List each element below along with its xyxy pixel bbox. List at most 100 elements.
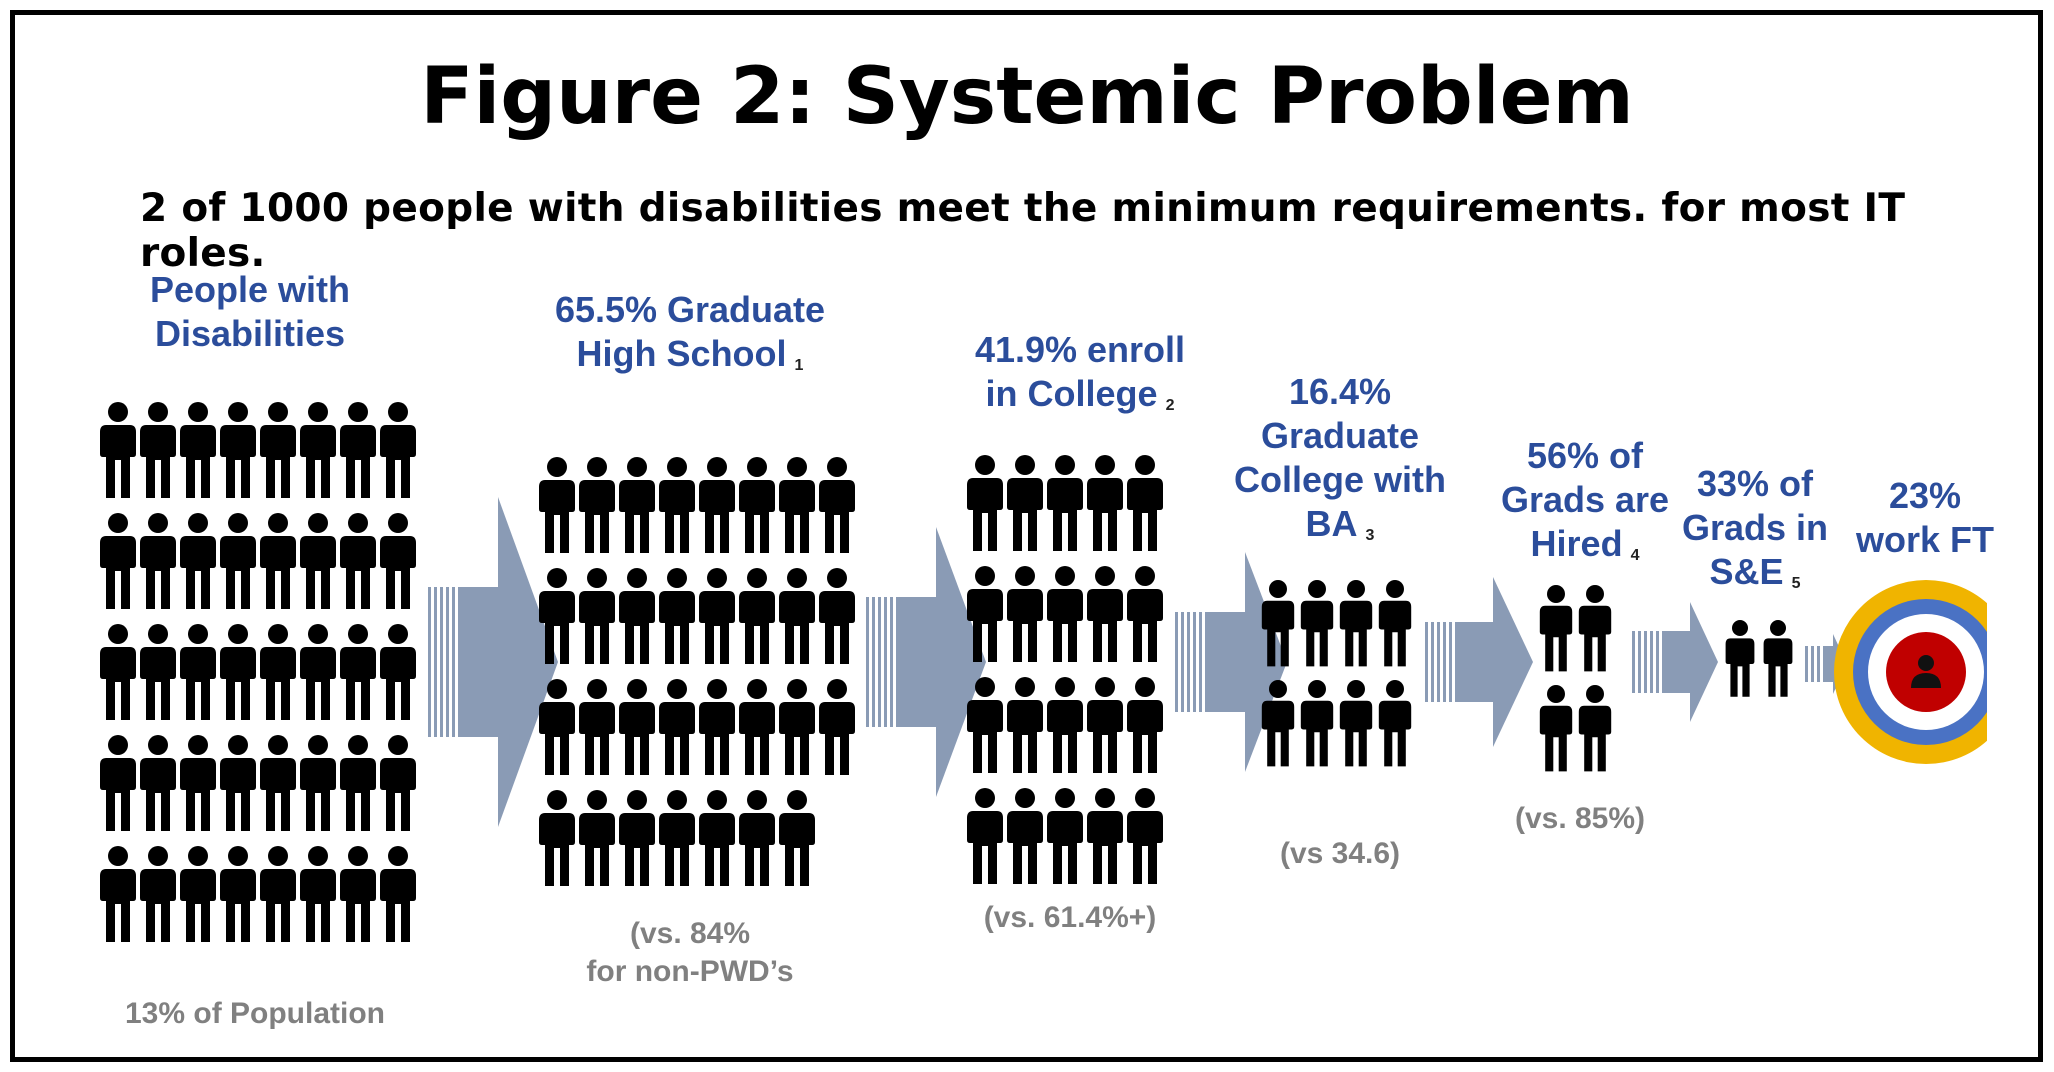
people-layer <box>100 402 1793 942</box>
person-icon <box>779 568 815 664</box>
person-icon <box>140 402 176 498</box>
person-icon <box>340 402 376 498</box>
person-icon <box>1087 455 1123 551</box>
person-icon <box>1087 677 1123 773</box>
person-icon <box>100 735 136 831</box>
figure-title: Figure 2: Systemic Problem <box>420 52 1634 142</box>
stage-label-hired: 56% of Grads are Hired 4 <box>1500 435 1670 564</box>
person-icon <box>659 568 695 664</box>
flow-arrow <box>1425 577 1533 747</box>
person-icon <box>140 735 176 831</box>
person-icon <box>1127 566 1163 662</box>
person-icon <box>619 568 655 664</box>
person-icon <box>779 790 815 886</box>
person-icon <box>819 457 855 553</box>
person-icon <box>1047 677 1083 773</box>
person-icon <box>220 624 256 720</box>
person-icon <box>1007 677 1043 773</box>
person-icon <box>260 735 296 831</box>
person-icon <box>340 624 376 720</box>
person-icon <box>1127 677 1163 773</box>
person-icon <box>260 402 296 498</box>
person-icon <box>140 513 176 609</box>
person-icon <box>1087 566 1123 662</box>
person-icon <box>220 735 256 831</box>
person-icon <box>967 455 1003 551</box>
person-icon <box>779 679 815 775</box>
person-icon <box>539 679 575 775</box>
person-icon <box>1261 680 1295 767</box>
target-crop <box>1987 560 2027 790</box>
person-icon <box>300 513 336 609</box>
person-icon <box>739 568 775 664</box>
person-icon <box>779 457 815 553</box>
person-icon <box>739 457 775 553</box>
person-icon <box>1127 788 1163 884</box>
person-icon <box>220 513 256 609</box>
person-icon <box>967 677 1003 773</box>
person-icon <box>699 679 735 775</box>
person-icon <box>180 624 216 720</box>
person-icon <box>1578 685 1612 772</box>
person-icon <box>1378 680 1412 767</box>
person-icon <box>739 790 775 886</box>
stage-note-hired: (vs. 85%) <box>1514 802 1646 835</box>
person-icon <box>300 846 336 942</box>
person-icon <box>1725 620 1755 697</box>
person-icon <box>300 402 336 498</box>
person-icon <box>1539 685 1573 772</box>
person-icon <box>180 513 216 609</box>
person-icon <box>340 846 376 942</box>
person-icon <box>579 457 615 553</box>
person-icon <box>180 735 216 831</box>
figure-subtitle: 2 of 1000 people with disabilities meet … <box>140 186 1906 276</box>
person-icon <box>1339 580 1373 667</box>
arrows-layer <box>428 497 1847 827</box>
person-icon <box>579 790 615 886</box>
person-icon <box>1047 788 1083 884</box>
person-icon <box>1007 566 1043 662</box>
person-icon <box>1007 455 1043 551</box>
stage-label-work-ft: 23% work FT <box>1855 475 1994 560</box>
flow-arrow <box>866 527 986 797</box>
person-icon <box>260 846 296 942</box>
flow-arrow <box>1175 552 1287 772</box>
person-icon <box>380 513 416 609</box>
person-icon <box>659 790 695 886</box>
person-icon <box>140 624 176 720</box>
stage-note-high-school: (vs. 84% for non-PWD’s <box>586 917 794 988</box>
person-icon <box>967 788 1003 884</box>
person-icon <box>380 846 416 942</box>
person-icon <box>300 735 336 831</box>
person-icon <box>539 457 575 553</box>
person-icon <box>180 402 216 498</box>
person-icon <box>819 568 855 664</box>
stage-label-se: 33% of Grads in S&E 5 <box>1681 463 1829 592</box>
target-icon <box>1834 560 2027 790</box>
person-icon <box>300 624 336 720</box>
person-icon <box>619 790 655 886</box>
person-icon <box>340 513 376 609</box>
stage-label-college: 41.9% enroll in College 2 <box>974 329 1186 414</box>
person-icon <box>1047 455 1083 551</box>
person-icon <box>260 513 296 609</box>
person-icon <box>967 566 1003 662</box>
person-icon <box>1578 585 1612 672</box>
person-icon <box>220 846 256 942</box>
person-icon <box>819 679 855 775</box>
person-icon <box>1007 788 1043 884</box>
person-icon <box>619 679 655 775</box>
person-icon <box>260 624 296 720</box>
person-icon <box>180 846 216 942</box>
person-icon <box>699 457 735 553</box>
person-icon <box>699 568 735 664</box>
person-icon <box>140 846 176 942</box>
person-icon <box>1261 580 1295 667</box>
person-icon <box>1300 580 1334 667</box>
person-icon <box>1378 580 1412 667</box>
person-icon <box>579 679 615 775</box>
person-icon <box>380 402 416 498</box>
person-icon <box>1127 455 1163 551</box>
person-icon <box>1087 788 1123 884</box>
